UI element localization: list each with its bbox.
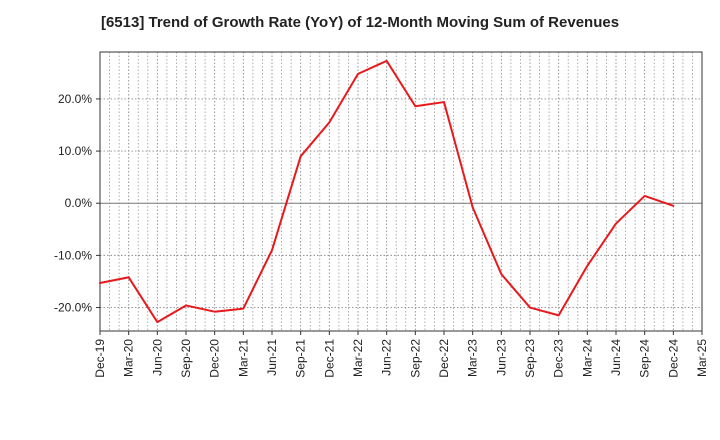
- x-tick-label: Sep-22: [408, 339, 422, 378]
- x-tick-label: Mar-20: [122, 339, 136, 377]
- x-tick-label: Sep-21: [294, 339, 308, 378]
- x-tick-label: Jun-22: [380, 339, 394, 376]
- x-tick-label: Jun-23: [494, 339, 508, 376]
- x-tick-label: Mar-22: [351, 339, 365, 377]
- x-tick-label: Sep-20: [179, 339, 193, 378]
- y-tick-label: 0.0%: [65, 196, 93, 210]
- chart-title: [6513] Trend of Growth Rate (YoY) of 12-…: [100, 14, 620, 31]
- x-tick-label: Mar-24: [580, 339, 594, 377]
- x-tick-label: Dec-19: [93, 339, 107, 378]
- x-tick-label: Dec-23: [552, 339, 566, 378]
- x-tick-label: Dec-22: [437, 339, 451, 378]
- x-tick-label: Mar-21: [236, 339, 250, 377]
- x-tick-label: Dec-24: [666, 339, 680, 378]
- plot-area: [100, 52, 702, 331]
- x-tick-label: Dec-21: [322, 339, 336, 378]
- x-tick-label: Jun-24: [609, 339, 623, 376]
- x-tick-label: Sep-23: [523, 339, 537, 378]
- x-tick-label: Sep-24: [638, 339, 652, 378]
- x-tick-label: Jun-20: [150, 339, 164, 376]
- x-tick-label: Mar-23: [466, 339, 480, 377]
- y-tick-label: -10.0%: [54, 248, 92, 262]
- x-tick-label: Jun-21: [265, 339, 279, 376]
- y-tick-label: -20.0%: [54, 301, 92, 315]
- y-tick-label: 20.0%: [58, 92, 92, 106]
- y-tick-label: 10.0%: [58, 144, 92, 158]
- x-tick-label: Mar-25: [695, 339, 709, 377]
- x-tick-label: Dec-20: [208, 339, 222, 378]
- plot-border: [99, 51, 703, 332]
